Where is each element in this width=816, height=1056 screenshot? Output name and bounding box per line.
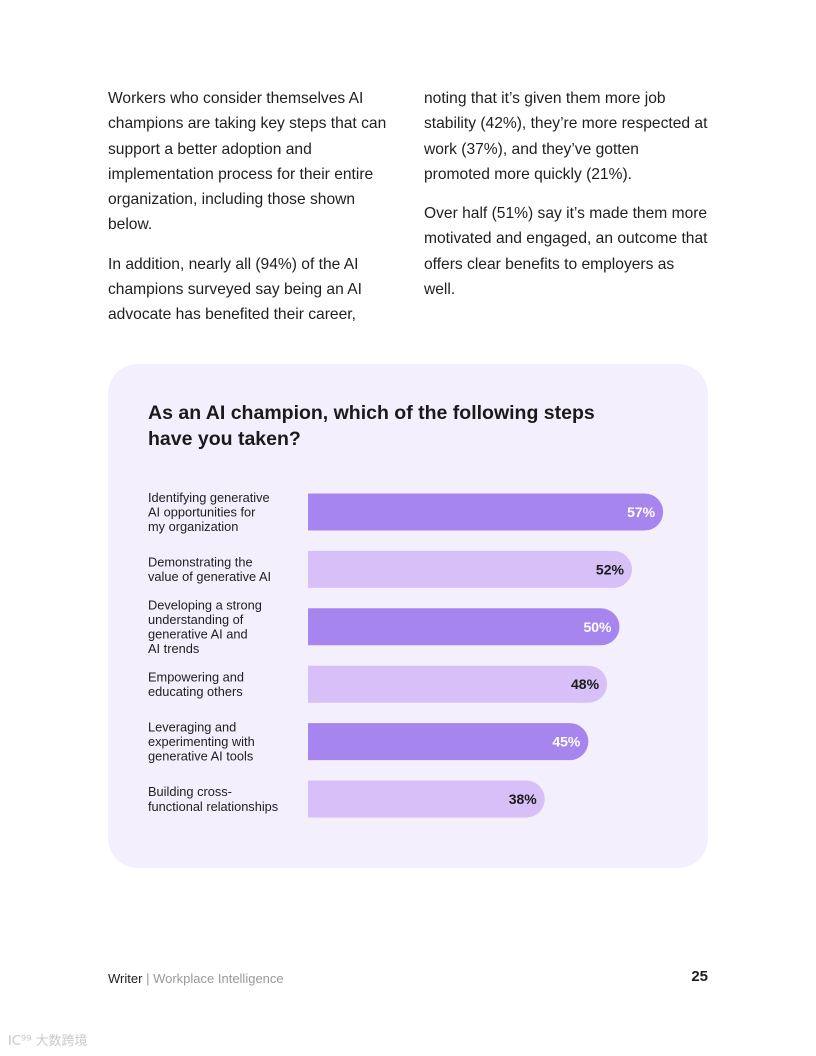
category-label: Empowering and educating others — [148, 669, 244, 699]
paragraph: In addition, nearly all (94%) of the AI … — [108, 255, 362, 324]
bar-chart: 57% Identifying generative AI opportunitie… — [148, 490, 664, 818]
bar-value-label: 52% — [596, 561, 625, 577]
paragraph: Workers who consider themselves AI champ… — [108, 90, 387, 234]
chart-card: As an AI champion, which of the followin… — [108, 364, 708, 868]
right-column: noting that it’s given them more job sta… — [424, 86, 708, 342]
bar-3 — [308, 608, 620, 646]
category-label: Building cross-functional relationships — [148, 784, 278, 814]
footer: Writer | Workplace Intelligence — [108, 971, 284, 986]
body-columns: Workers who consider themselves AI champ… — [108, 86, 708, 342]
bar-value-label: 50% — [583, 619, 612, 635]
chart-title: As an AI champion, which of the followin… — [148, 402, 595, 450]
watermark: IC⁹⁹ 大数跨境 — [8, 1034, 88, 1049]
category-label: Demonstrating the value of generative AI — [148, 555, 271, 585]
bar-1 — [308, 493, 664, 531]
category-label: Identifying generative AI opportunities f… — [148, 490, 270, 534]
left-column: Workers who consider themselves AI champ… — [108, 86, 392, 342]
footer-subtitle: Workplace Intelligence — [153, 971, 284, 986]
page-number: 25 — [691, 968, 708, 985]
bar-value-label: 57% — [627, 504, 656, 520]
bar-2 — [308, 550, 632, 588]
bar-value-label: 48% — [571, 676, 600, 692]
bar-value-label: 45% — [552, 734, 581, 750]
bar-4 — [308, 665, 608, 703]
bar-5 — [308, 723, 589, 761]
paragraph: noting that it’s given them more job sta… — [424, 90, 708, 183]
footer-brand: Writer — [108, 971, 143, 986]
category-label: Leveraging and experimenting with generati… — [148, 720, 255, 764]
footer-separator: | — [146, 971, 150, 986]
category-label: Developing a strong understanding of gener… — [148, 597, 262, 656]
bar-6 — [308, 780, 545, 818]
paragraph: Over half (51%) say it’s made them more … — [424, 205, 708, 299]
bar-value-label: 38% — [509, 791, 538, 807]
